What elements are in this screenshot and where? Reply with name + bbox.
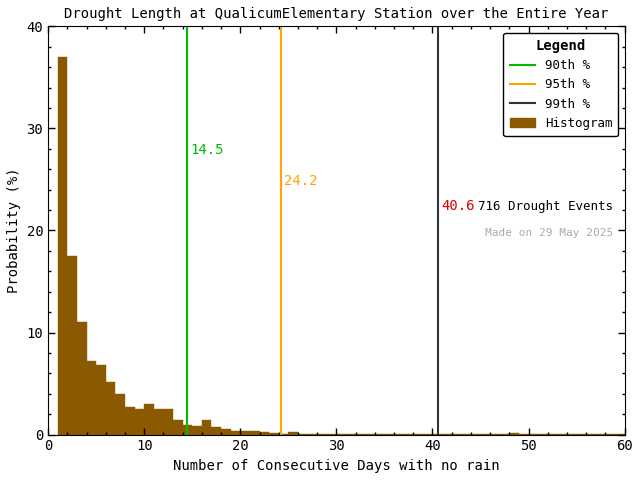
Bar (144, 404, 154, 434)
Bar (230, 431, 240, 434)
Bar (289, 432, 298, 434)
Bar (269, 432, 279, 434)
Bar (259, 432, 269, 434)
Bar (211, 428, 221, 434)
Bar (182, 425, 192, 434)
Text: 24.2: 24.2 (284, 173, 317, 188)
Bar (308, 433, 317, 434)
Bar (115, 394, 125, 434)
Legend: 90th %, 95th %, 99th %, Histogram: 90th %, 95th %, 99th %, Histogram (504, 33, 618, 136)
Y-axis label: Probability (%): Probability (%) (7, 168, 21, 293)
Bar (279, 433, 289, 434)
Bar (163, 409, 173, 434)
Title: Drought Length at QualicumElementary Station over the Entire Year: Drought Length at QualicumElementary Sta… (64, 7, 609, 21)
Bar (77, 323, 86, 434)
X-axis label: Number of Consecutive Days with no rain: Number of Consecutive Days with no rain (173, 459, 500, 473)
Bar (106, 382, 115, 434)
Bar (192, 426, 202, 434)
Bar (317, 433, 327, 434)
Bar (125, 407, 134, 434)
Bar (173, 420, 182, 434)
Bar (86, 361, 96, 434)
Bar (134, 409, 144, 434)
Bar (509, 432, 519, 434)
Text: 14.5: 14.5 (190, 143, 224, 157)
Bar (240, 431, 250, 434)
Text: 40.6: 40.6 (441, 199, 475, 213)
Bar (67, 256, 77, 434)
Text: Made on 29 May 2025: Made on 29 May 2025 (485, 228, 613, 239)
Bar (250, 431, 259, 434)
Bar (96, 365, 106, 434)
Text: 716 Drought Events: 716 Drought Events (478, 200, 613, 213)
Bar (58, 57, 67, 434)
Bar (298, 433, 308, 434)
Bar (221, 429, 230, 434)
Bar (202, 420, 211, 434)
Bar (154, 409, 163, 434)
